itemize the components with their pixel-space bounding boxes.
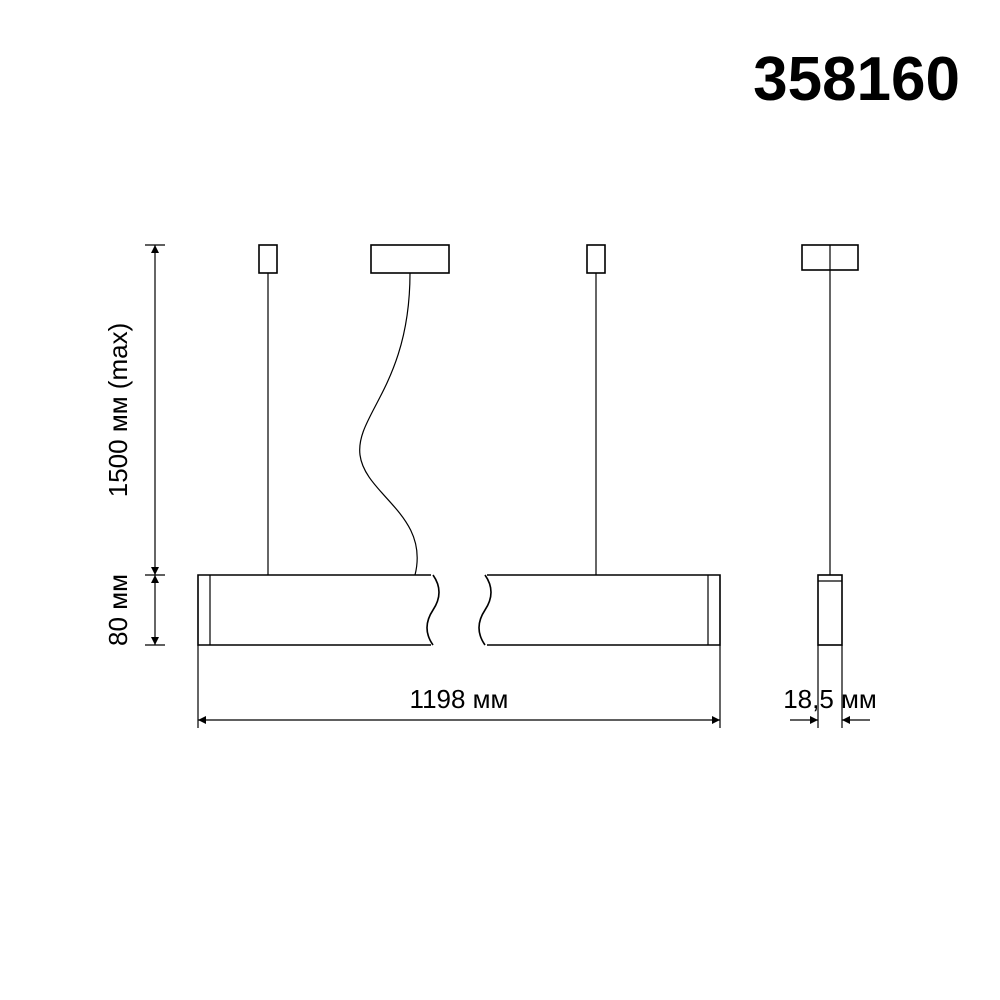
technical-drawing: 1500 мм (max) 80 мм 1198 мм 18,5 мм <box>103 245 877 728</box>
product-number: 358160 <box>753 45 960 114</box>
svg-text:18,5 мм: 18,5 мм <box>783 684 877 714</box>
svg-text:1198 мм: 1198 мм <box>410 684 509 714</box>
svg-text:1500 мм (max): 1500 мм (max) <box>103 323 133 497</box>
svg-text:80 мм: 80 мм <box>103 574 133 646</box>
